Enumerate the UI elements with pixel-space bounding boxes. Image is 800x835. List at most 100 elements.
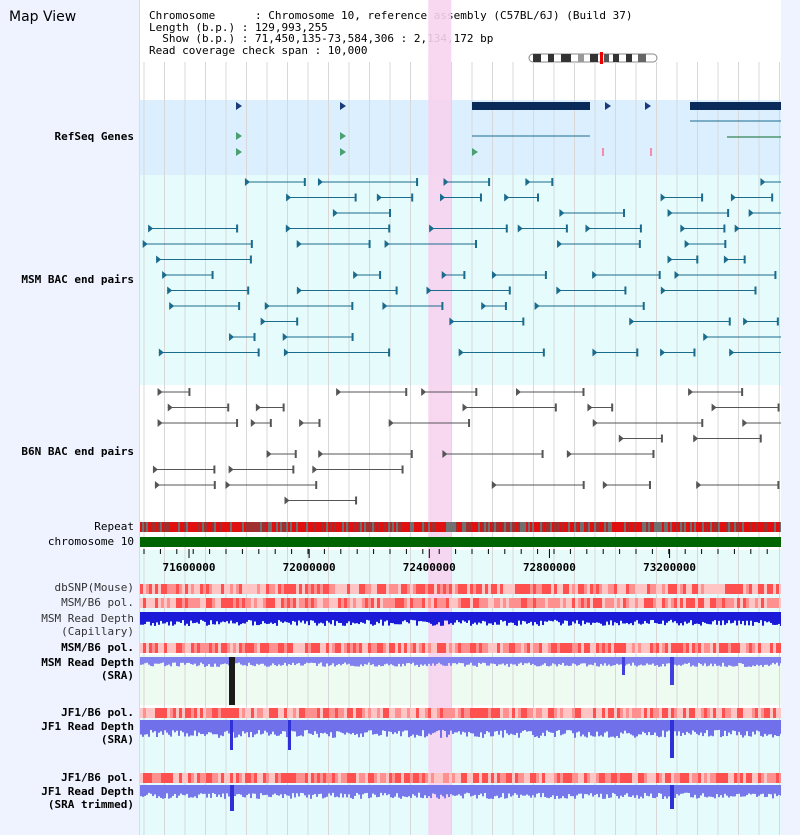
- msm-capillary-depth-bar: [616, 612, 618, 624]
- dbsnp-band: [482, 584, 485, 594]
- repeat-band: [202, 522, 204, 532]
- msm-b6-pol-band: [236, 598, 239, 608]
- label-chromosome: chromosome 10: [47, 535, 134, 548]
- jf1-sra-depth-bar: [350, 720, 352, 735]
- jf1-b6-pol-band-2: [272, 773, 275, 783]
- msm-capillary-depth-bar: [260, 612, 262, 625]
- msm-sra-depth-bar: [634, 657, 636, 666]
- msm-capillary-depth-bar: [360, 612, 362, 623]
- dbsnp-band: [392, 584, 395, 594]
- msm-b6-pol-band: [551, 598, 554, 608]
- msm-capillary-depth-bar: [574, 612, 576, 624]
- msm-capillary-depth-bar: [658, 612, 660, 624]
- repeat-band: [348, 522, 350, 532]
- jf1-sra-depth-bar: [198, 720, 200, 733]
- msm-b6-pol-band-2: [698, 643, 701, 653]
- jf1-b6-pol-band: [455, 708, 458, 718]
- jf1-trimmed-depth-bar: [406, 785, 408, 798]
- repeat-band: [276, 522, 278, 532]
- dbsnp-band: [614, 584, 617, 594]
- jf1-trimmed-depth-bar: [174, 785, 176, 794]
- repeat-band: [174, 522, 176, 532]
- msm-b6-pol-band: [758, 598, 761, 608]
- dbsnp-band: [206, 584, 209, 594]
- label-b6n-bac-end-pairs[interactable]: B6N BAC end pairs: [21, 445, 134, 458]
- msm-b6-pol-band-2: [695, 643, 698, 653]
- msm-capillary-depth-bar: [646, 612, 648, 624]
- msm-sra-depth-bar: [396, 657, 398, 667]
- msm-capillary-depth-bar: [524, 612, 526, 622]
- repeat-band: [708, 522, 710, 532]
- msm-b6-pol-band-2: [500, 643, 503, 653]
- dbsnp-band: [164, 584, 167, 594]
- jf1-trimmed-depth-bar: [274, 785, 276, 794]
- dbsnp-band: [212, 584, 215, 594]
- dbsnp-band: [710, 584, 713, 594]
- msm-sra-depth-bar: [348, 657, 350, 664]
- msm-b6-pol-band: [308, 598, 311, 608]
- jf1-b6-pol-band: [599, 708, 602, 718]
- jf1-b6-pol-band-2: [626, 773, 629, 783]
- label-jf1-b6-pol-1: JF1/B6 pol.: [61, 706, 134, 719]
- jf1-b6-pol-band: [458, 708, 461, 718]
- msm-b6-pol-band-2: [701, 643, 704, 653]
- repeat-band: [142, 522, 144, 532]
- repeat-band: [568, 522, 570, 532]
- repeat-band: [234, 522, 236, 532]
- msm-bac-pair: [458, 348, 464, 357]
- jf1-b6-pol-band-2: [374, 773, 377, 783]
- msm-sra-depth-bar: [606, 657, 608, 666]
- msm-sra-depth-bar: [362, 657, 364, 667]
- msm-capillary-depth-bar: [632, 612, 634, 626]
- msm-capillary-depth-bar: [652, 612, 654, 620]
- repeat-band: [488, 522, 490, 532]
- msm-sra-depth-bar: [328, 657, 330, 666]
- jf1-b6-pol-band-2: [479, 773, 482, 783]
- jf1-trimmed-depth-bar: [490, 785, 492, 799]
- msm-capillary-depth-bar: [492, 612, 494, 625]
- jf1-trimmed-depth-bar: [566, 785, 568, 799]
- msm-b6-pol-band: [653, 598, 656, 608]
- jf1-trimmed-depth-bar: [296, 785, 298, 794]
- dbsnp-band: [302, 584, 305, 594]
- msm-b6-pol-band: [575, 598, 578, 608]
- jf1-trimmed-depth-bar: [652, 785, 654, 798]
- repeat-band: [182, 522, 184, 532]
- msm-sra-depth-bar: [592, 657, 594, 666]
- jf1-sra-depth-bar: [446, 720, 448, 738]
- jf1-trimmed-depth-bar: [582, 785, 584, 799]
- msm-bac-pair: [416, 178, 419, 186]
- genome-track-canvas[interactable]: 71600000 72000000 72400000 72800000 73200000: [140, 0, 781, 835]
- jf1-trimmed-depth-bar: [644, 785, 646, 794]
- msm-sra-depth-bar: [256, 657, 258, 664]
- jf1-sra-depth-bar: [468, 720, 470, 732]
- dbsnp-band: [533, 584, 536, 594]
- msm-b6-pol-band-2: [686, 643, 689, 653]
- msm-capillary-depth-bar: [242, 612, 244, 624]
- label-refseq-genes[interactable]: RefSeq Genes: [54, 130, 134, 143]
- jf1-b6-pol-band: [221, 708, 224, 718]
- jf1-b6-pol-band: [536, 708, 539, 718]
- repeat-band: [500, 522, 502, 532]
- repeat-band: [186, 522, 188, 532]
- jf1-b6-pol-band-2: [296, 773, 299, 783]
- jf1-sra-depth-bar: [192, 720, 194, 736]
- jf1-b6-pol-band-2: [614, 773, 617, 783]
- msm-b6-pol-band: [668, 598, 671, 608]
- jf1-trimmed-depth-bar: [382, 785, 384, 796]
- dbsnp-band: [509, 584, 512, 594]
- msm-capillary-depth-bar: [730, 612, 732, 624]
- jf1-b6-pol-band-2: [527, 773, 530, 783]
- jf1-sra-depth-bar: [670, 720, 674, 758]
- label-msm-bac-end-pairs[interactable]: MSM BAC end pairs: [21, 273, 134, 286]
- msm-b6-pol-band-2: [623, 643, 626, 653]
- jf1-trimmed-depth-bar: [642, 785, 644, 799]
- chromosome-ideogram[interactable]: [528, 52, 660, 64]
- repeat-band: [752, 522, 754, 532]
- jf1-trimmed-depth-bar: [650, 785, 652, 794]
- jf1-trimmed-depth-bar: [734, 785, 736, 797]
- jf1-b6-pol-band: [668, 708, 671, 718]
- jf1-b6-pol-band: [692, 708, 695, 718]
- msm-sra-depth-bar: [512, 657, 514, 665]
- repeat-band: [766, 522, 768, 532]
